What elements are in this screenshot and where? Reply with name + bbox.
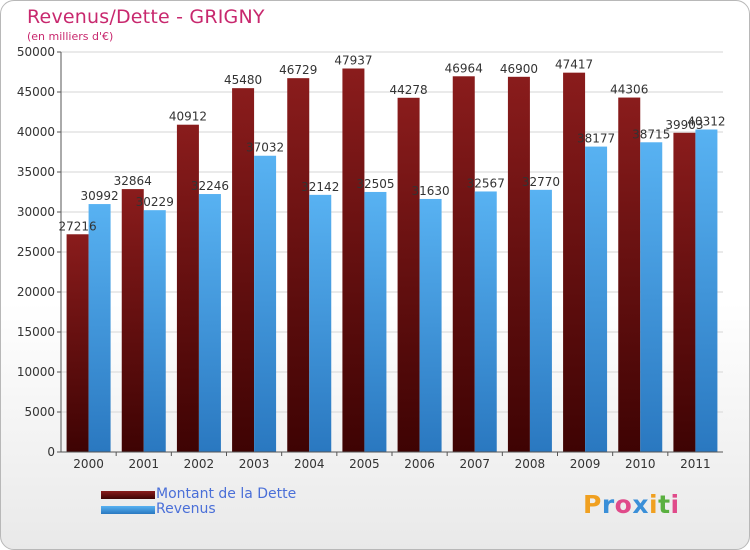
data-label-revenus-2002: 32246: [191, 179, 229, 193]
data-label-revenus-2010: 38715: [632, 127, 670, 141]
bar-dette-2002: [176, 124, 199, 452]
x-tick-label-2007: 2007: [459, 457, 490, 471]
y-tick-label: 0: [47, 445, 55, 459]
logo-letter-5: t: [658, 490, 671, 519]
y-tick-label: 50000: [17, 45, 55, 59]
logo-letter-6: i: [670, 490, 680, 519]
data-label-revenus-2008: 32770: [522, 175, 560, 189]
bar-revenus-2009: [585, 146, 608, 453]
x-tick-label-2000: 2000: [73, 457, 104, 471]
bar-dette-2000: [66, 234, 89, 452]
bar-revenus-2010: [640, 142, 663, 452]
logo-letter-4: i: [649, 490, 659, 519]
y-tick-label: 10000: [17, 365, 55, 379]
data-label-dette-2008: 46900: [500, 62, 538, 76]
data-label-dette-2006: 44278: [389, 83, 427, 97]
logo-letter-1: r: [601, 490, 615, 519]
bar-revenus-2003: [254, 155, 277, 452]
bar-revenus-2001: [143, 210, 166, 452]
data-label-revenus-2001: 30229: [136, 195, 174, 209]
x-tick-label-2010: 2010: [625, 457, 656, 471]
bar-dette-2006: [397, 97, 420, 452]
chart-title: Revenus/Dette - GRIGNY: [27, 6, 265, 28]
x-tick-label-2006: 2006: [404, 457, 435, 471]
x-tick-label-2003: 2003: [239, 457, 270, 471]
bar-revenus-2011: [695, 129, 718, 452]
x-tick-label-2009: 2009: [570, 457, 601, 471]
bar-dette-2003: [232, 88, 255, 452]
bar-dette-2009: [563, 72, 586, 452]
legend-label-dette: Montant de la Dette: [156, 486, 297, 502]
x-tick-label-2001: 2001: [128, 457, 159, 471]
data-label-dette-2007: 46964: [445, 61, 483, 75]
data-label-dette-2002: 40912: [169, 110, 207, 124]
chart-subtitle: (en milliers d'€): [27, 30, 114, 43]
bar-dette-2005: [342, 68, 365, 452]
legend-label-revenus: Revenus: [156, 501, 216, 517]
data-label-revenus-2003: 37032: [246, 141, 284, 155]
bar-dette-2004: [287, 78, 310, 452]
bar-dette-2010: [618, 97, 641, 452]
bar-dette-2007: [452, 76, 475, 453]
x-tick-label-2002: 2002: [184, 457, 215, 471]
logo-letter-2: o: [614, 490, 633, 519]
x-tick-label-2011: 2011: [680, 457, 711, 471]
y-tick-label: 30000: [17, 205, 55, 219]
data-label-dette-2004: 46729: [279, 63, 317, 77]
proxiti-logo: Proxiti: [583, 490, 680, 519]
bar-dette-2001: [121, 189, 144, 452]
data-label-dette-2000: 27216: [58, 219, 96, 233]
legend-swatch-revenus: [101, 506, 155, 514]
data-label-dette-2003: 45480: [224, 73, 262, 87]
y-tick-label: 15000: [17, 325, 55, 339]
y-tick-label: 5000: [24, 405, 55, 419]
bar-revenus-2007: [474, 191, 497, 453]
bar-dette-2008: [507, 76, 530, 453]
y-tick-label: 40000: [17, 125, 55, 139]
bar-revenus-2008: [529, 189, 552, 452]
logo-letter-3: x: [632, 490, 649, 519]
bar-dette-2011: [673, 132, 696, 452]
legend-swatch-dette: [101, 491, 155, 499]
bar-revenus-2000: [88, 204, 111, 452]
y-tick-label: 45000: [17, 85, 55, 99]
data-label-revenus-2007: 32567: [467, 176, 505, 190]
data-label-revenus-2011: 40312: [687, 115, 725, 129]
data-label-dette-2011: 39903: [665, 118, 703, 132]
logo-letter-0: P: [583, 490, 602, 519]
bar-revenus-2006: [419, 198, 442, 452]
bar-revenus-2005: [364, 191, 387, 452]
x-tick-label-2004: 2004: [294, 457, 325, 471]
data-label-revenus-2005: 32505: [356, 177, 394, 191]
data-label-revenus-2009: 38177: [577, 132, 615, 146]
data-label-dette-2009: 47417: [555, 58, 593, 72]
bar-revenus-2002: [198, 194, 221, 453]
y-tick-label: 35000: [17, 165, 55, 179]
x-tick-label-2008: 2008: [515, 457, 546, 471]
bar-revenus-2004: [309, 194, 332, 452]
y-tick-label: 20000: [17, 285, 55, 299]
x-tick-label-2005: 2005: [349, 457, 380, 471]
data-label-revenus-2000: 30992: [80, 189, 118, 203]
data-label-revenus-2004: 32142: [301, 180, 339, 194]
data-label-revenus-2006: 31630: [411, 184, 449, 198]
y-tick-label: 25000: [17, 245, 55, 259]
data-label-dette-2010: 44306: [610, 83, 648, 97]
data-label-dette-2001: 32864: [114, 174, 152, 188]
data-label-dette-2005: 47937: [334, 54, 372, 68]
